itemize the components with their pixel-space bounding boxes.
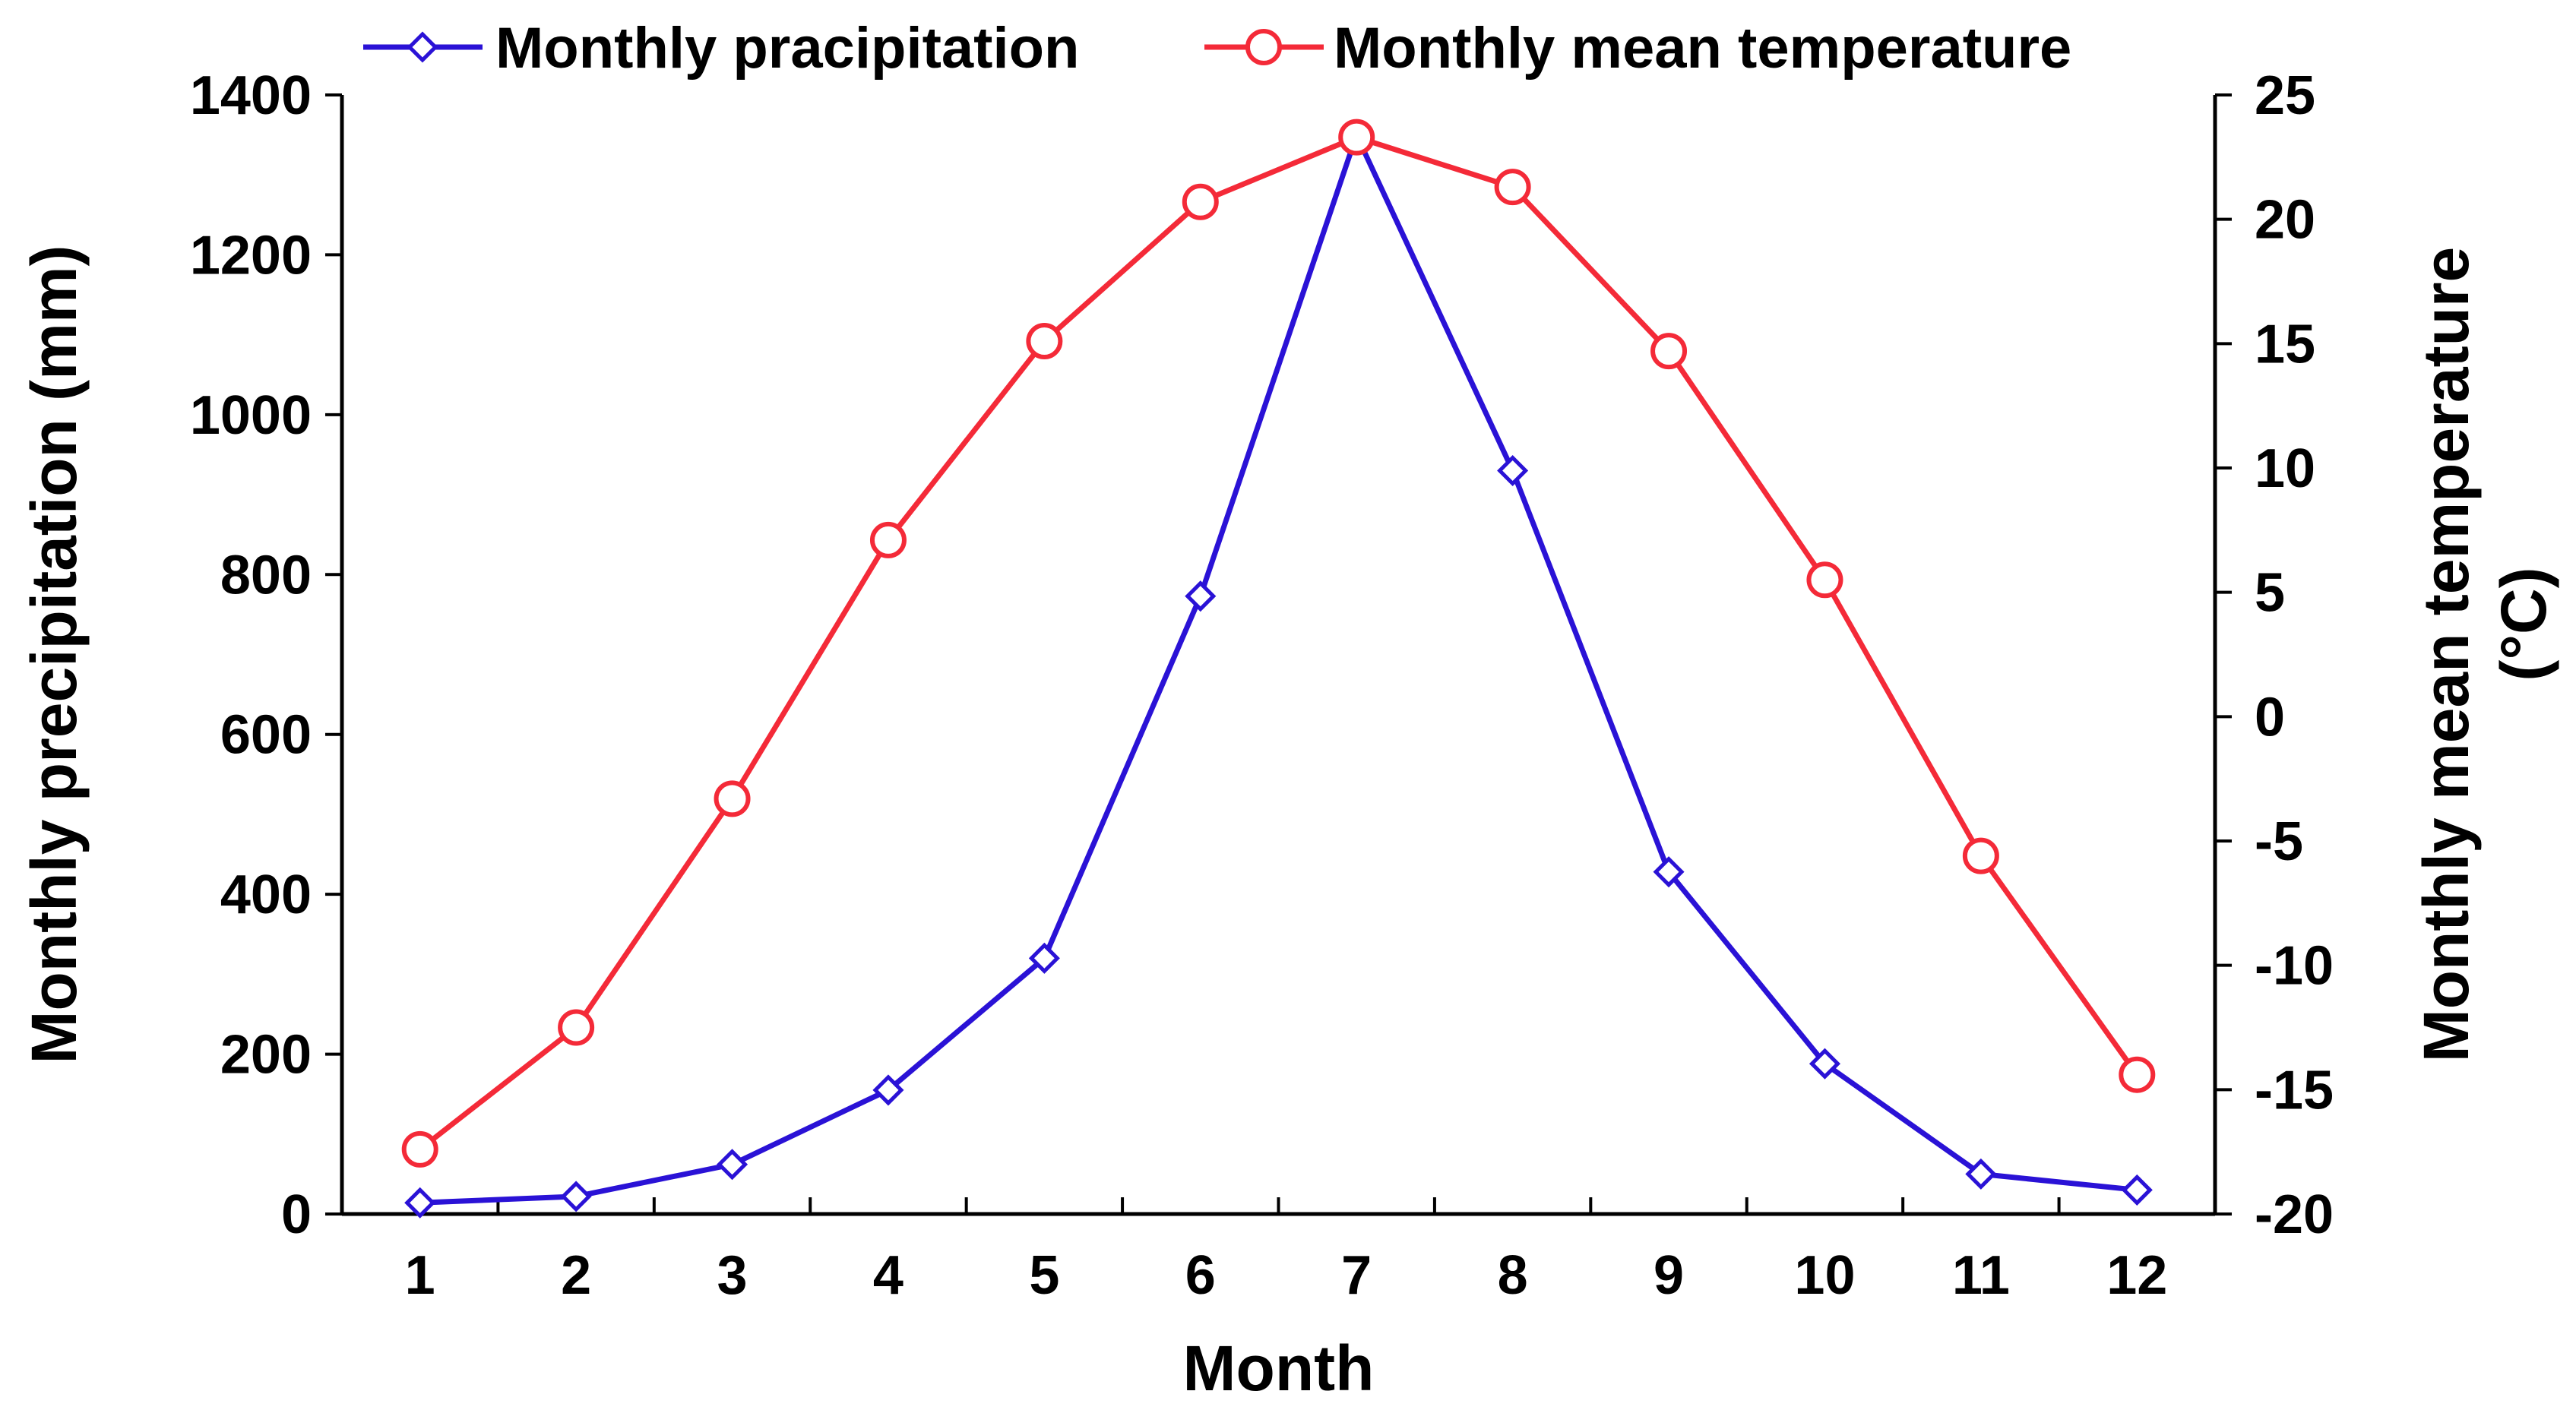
series-temperature (401, 119, 2156, 1168)
left-y-tick-label: 1400 (190, 65, 312, 126)
x-tick-label: 11 (1952, 1245, 2010, 1306)
legend-label-precipitation: Monthly pracipitation (495, 16, 1079, 81)
x-axis-title: Month (1183, 1333, 1375, 1404)
right-y-axis-title-line1: Monthly mean temperature (2410, 247, 2482, 1063)
legend-marker-precipitation (407, 31, 438, 63)
data-point (869, 521, 907, 558)
left-y-tick-label: 800 (220, 545, 312, 605)
series-layer (401, 119, 2156, 1219)
right-y-tick-label: 0 (2255, 687, 2285, 748)
data-point (1028, 942, 1060, 974)
data-point (558, 1009, 595, 1046)
data-point (401, 1130, 438, 1168)
data-point (2121, 1174, 2153, 1206)
x-tick-label: 6 (1185, 1245, 1216, 1306)
right-y-tick-label: 25 (2255, 65, 2315, 126)
data-point (714, 780, 751, 817)
left-y-tick-label: 1000 (190, 385, 312, 446)
data-point (1653, 856, 1685, 888)
data-point (1650, 333, 1688, 370)
right-y-ticks: -20 -15 -10 -5 0 5 10 15 20 25 (2215, 65, 2334, 1245)
right-y-tick-label: 15 (2255, 314, 2315, 375)
x-tick-label: 9 (1654, 1245, 1684, 1306)
x-tick-label: 4 (873, 1245, 903, 1306)
axes: 0 200 400 600 800 1000 1200 1400 -20 -15 -10 -5 0 5 1… (190, 65, 2334, 1306)
data-point (717, 1149, 748, 1181)
left-y-tick-label: 1200 (190, 225, 312, 286)
x-tick-label: 10 (1794, 1245, 1855, 1306)
left-y-tick-label: 200 (220, 1025, 312, 1086)
data-point (1338, 119, 1375, 156)
right-y-tick-label: -15 (2255, 1060, 2334, 1121)
data-point (1497, 454, 1529, 487)
series-line (418, 134, 2140, 1152)
data-point (1026, 323, 1063, 360)
series-line (419, 132, 2138, 1206)
left-y-ticks: 0 200 400 600 800 1000 1200 1400 (190, 65, 342, 1245)
right-y-tick-label: -10 (2255, 936, 2334, 997)
left-y-tick-label: 600 (220, 705, 312, 766)
right-y-tick-label: -5 (2255, 811, 2303, 872)
series-precipitation (404, 119, 2153, 1219)
x-tick-label: 8 (1498, 1245, 1528, 1306)
right-y-tick-label: 20 (2255, 190, 2315, 251)
x-tick-label: 5 (1029, 1245, 1059, 1306)
data-point (1494, 169, 1531, 206)
legend: Monthly pracipitation Monthly mean tempe… (363, 16, 2071, 81)
right-y-tick-label: 10 (2255, 438, 2315, 499)
x-tick-label: 1 (405, 1245, 435, 1306)
right-y-axis-title-line2: (°C) (2488, 567, 2559, 681)
right-y-tick-label: -20 (2255, 1184, 2334, 1245)
legend-marker-temperature (1245, 29, 1282, 65)
data-point (1962, 837, 1999, 874)
data-point (1965, 1158, 1997, 1190)
x-tick-label: 3 (717, 1245, 748, 1306)
x-tick-label: 7 (1341, 1245, 1372, 1306)
x-ticks: 1 2 3 4 5 6 7 8 9 10 11 12 (340, 1197, 2217, 1306)
x-tick-label: 12 (2106, 1245, 2167, 1306)
data-point (1806, 561, 1843, 599)
x-tick-label: 2 (561, 1245, 591, 1306)
data-point (2119, 1056, 2156, 1093)
left-y-axis-title: Monthly precipitation (mm) (18, 245, 90, 1064)
right-y-tick-label: 5 (2255, 563, 2285, 624)
legend-label-temperature: Monthly mean temperature (1334, 16, 2071, 81)
data-point (1809, 1048, 1840, 1080)
data-point (1182, 183, 1219, 220)
data-point (1185, 580, 1217, 612)
data-point (560, 1181, 592, 1212)
data-point (404, 1187, 436, 1219)
left-y-tick-label: 400 (220, 865, 312, 925)
data-point (872, 1074, 904, 1106)
left-y-tick-label: 0 (281, 1184, 312, 1245)
